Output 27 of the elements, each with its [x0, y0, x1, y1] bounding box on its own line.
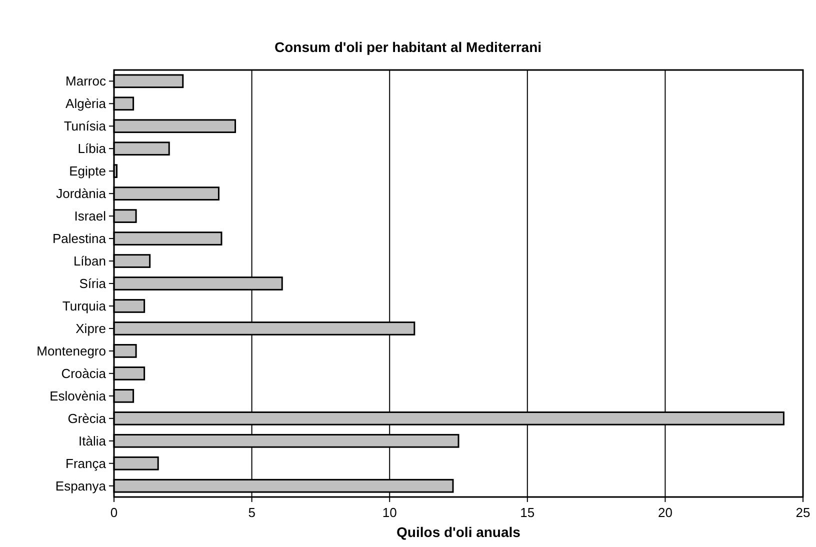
y-tick-label: Xipre	[76, 321, 106, 336]
x-axis-title: Quilos d'oli anuals	[396, 524, 521, 540]
y-tick-label: Montenegro	[36, 344, 106, 359]
y-tick-label: Síria	[79, 276, 107, 292]
y-tick-label: Espanya	[55, 478, 107, 494]
y-tick-label: França	[66, 456, 107, 471]
y-tick-label: Líban	[73, 254, 106, 269]
x-tick-label: 10	[382, 505, 397, 520]
y-tick-label: Itàlia	[78, 433, 107, 448]
y-tick-label: Croàcia	[61, 366, 107, 381]
y-tick-label: Marroc	[66, 74, 106, 89]
y-tick-label: Israel	[74, 208, 106, 224]
x-tick-label: 20	[658, 505, 672, 520]
y-tick-label: Egipte	[69, 164, 106, 179]
x-tick-label: 0	[110, 505, 118, 520]
y-tick-label: Turquia	[62, 298, 107, 314]
x-tick-label: 5	[248, 505, 256, 520]
y-tick-label: Tunísia	[64, 118, 107, 134]
chart-title: Consum d'oli per habitant al Mediterrani	[274, 39, 542, 55]
x-tick-label: 25	[796, 505, 810, 520]
y-tick-label: Palestina	[52, 231, 107, 246]
x-tick-label: 15	[520, 505, 535, 520]
y-tick-label: Algèria	[66, 96, 107, 112]
y-tick-label: Jordània	[56, 186, 107, 202]
y-tick-label: Eslovènia	[50, 388, 107, 404]
y-tick-label: Grècia	[68, 410, 107, 426]
y-tick-label: Líbia	[78, 141, 107, 156]
